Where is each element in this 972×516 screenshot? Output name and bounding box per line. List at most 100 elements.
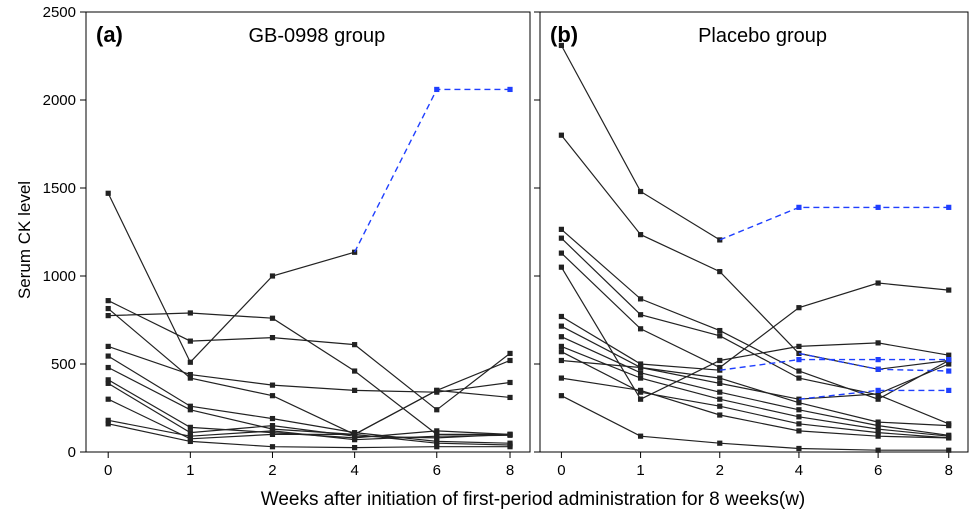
- panel-b-placebo-group: 0 1 2 4 6 8 (b) Placebo group: [534, 11, 969, 479]
- data-point: [434, 428, 440, 434]
- data-point: [637, 396, 644, 402]
- panel-a-gb-0998-group: 0 500 1000 1500 2000 2500 0 1 2 4 6 8 (a) GB-0998 gro…: [43, 4, 531, 479]
- data-point: [637, 364, 644, 371]
- data-point: [352, 437, 358, 443]
- data-point: [269, 273, 276, 279]
- data-point: [507, 444, 513, 450]
- series-line: [107, 379, 511, 439]
- plot-frame: [539, 11, 969, 453]
- subject-series: [105, 343, 513, 395]
- data-point: [269, 423, 276, 429]
- data-point: [946, 361, 952, 367]
- data-point: [875, 280, 881, 286]
- data-point: [269, 382, 276, 388]
- extrapolated-series: [798, 387, 952, 400]
- data-point: [875, 426, 881, 432]
- subject-series: [558, 250, 952, 371]
- x-tick-label: 4: [350, 462, 358, 479]
- data-point: [187, 338, 193, 344]
- data-point: [875, 423, 881, 429]
- y-tick-label: 2000: [43, 92, 76, 109]
- data-point: [637, 296, 644, 302]
- data-point: [187, 433, 193, 439]
- data-point: [558, 393, 564, 399]
- series-line: [108, 423, 510, 449]
- data-point: [946, 387, 952, 393]
- data-point: [637, 370, 644, 376]
- data-point: [507, 350, 513, 357]
- data-point: [269, 431, 276, 437]
- series-line: [561, 351, 949, 439]
- data-point: [637, 361, 644, 367]
- data-point: [796, 368, 802, 374]
- series-line: [353, 88, 510, 253]
- data-point: [717, 440, 723, 446]
- x-tick-label: 6: [874, 462, 882, 479]
- subject-series: [558, 264, 952, 402]
- data-point: [717, 403, 723, 409]
- x-tick-label: 2: [716, 462, 724, 479]
- data-point: [946, 352, 952, 358]
- series-line: [107, 366, 511, 446]
- data-point: [105, 298, 111, 304]
- data-point: [269, 428, 276, 434]
- data-point: [875, 447, 881, 453]
- data-point: [558, 323, 564, 329]
- data-point: [558, 264, 564, 270]
- data-point: [352, 445, 358, 451]
- data-point: [796, 305, 802, 311]
- x-tick-label: 4: [795, 462, 803, 479]
- data-point: [875, 396, 881, 402]
- data-point: [558, 250, 564, 256]
- data-point: [187, 403, 193, 409]
- data-point: [637, 375, 644, 381]
- panel-title: Placebo group: [698, 25, 827, 47]
- series-line: [108, 419, 511, 441]
- data-point: [796, 375, 802, 381]
- data-point: [507, 379, 513, 386]
- data-point: [105, 364, 111, 371]
- data-point: [558, 357, 564, 364]
- x-tick-label: 0: [104, 462, 112, 479]
- subject-series: [105, 305, 513, 437]
- subject-series: [105, 421, 513, 451]
- data-point: [946, 447, 952, 453]
- data-point: [796, 407, 802, 413]
- data-point: [796, 445, 802, 452]
- data-point: [637, 433, 644, 439]
- series-line: [560, 237, 949, 425]
- data-point: [637, 312, 644, 318]
- panel-tag: (b): [550, 22, 578, 47]
- data-point: [717, 380, 723, 386]
- y-tick-label: 500: [51, 356, 76, 373]
- data-point: [717, 367, 723, 373]
- data-point: [434, 444, 440, 450]
- data-point: [352, 249, 358, 255]
- data-point: [105, 421, 111, 427]
- data-point: [507, 357, 513, 364]
- x-tick-label: 8: [945, 462, 953, 479]
- data-point: [796, 414, 802, 420]
- y-tick-label: 1500: [43, 180, 76, 197]
- x-tick-label: 1: [636, 462, 644, 479]
- subject-series: [558, 42, 723, 243]
- series-line: [719, 358, 949, 371]
- data-point: [717, 237, 723, 243]
- series-line: [560, 252, 949, 369]
- data-point: [717, 396, 723, 402]
- data-point: [796, 428, 802, 434]
- data-point: [558, 226, 564, 232]
- data-point: [434, 86, 440, 93]
- data-point: [352, 431, 358, 437]
- data-point: [269, 393, 276, 399]
- data-point: [717, 375, 723, 381]
- data-point: [105, 396, 111, 402]
- data-point: [946, 423, 952, 429]
- series-line: [719, 206, 949, 241]
- x-tick-label: 8: [506, 462, 514, 479]
- data-point: [269, 415, 276, 422]
- data-point: [105, 190, 111, 196]
- data-point: [875, 433, 881, 439]
- x-tick-label: 2: [268, 462, 276, 479]
